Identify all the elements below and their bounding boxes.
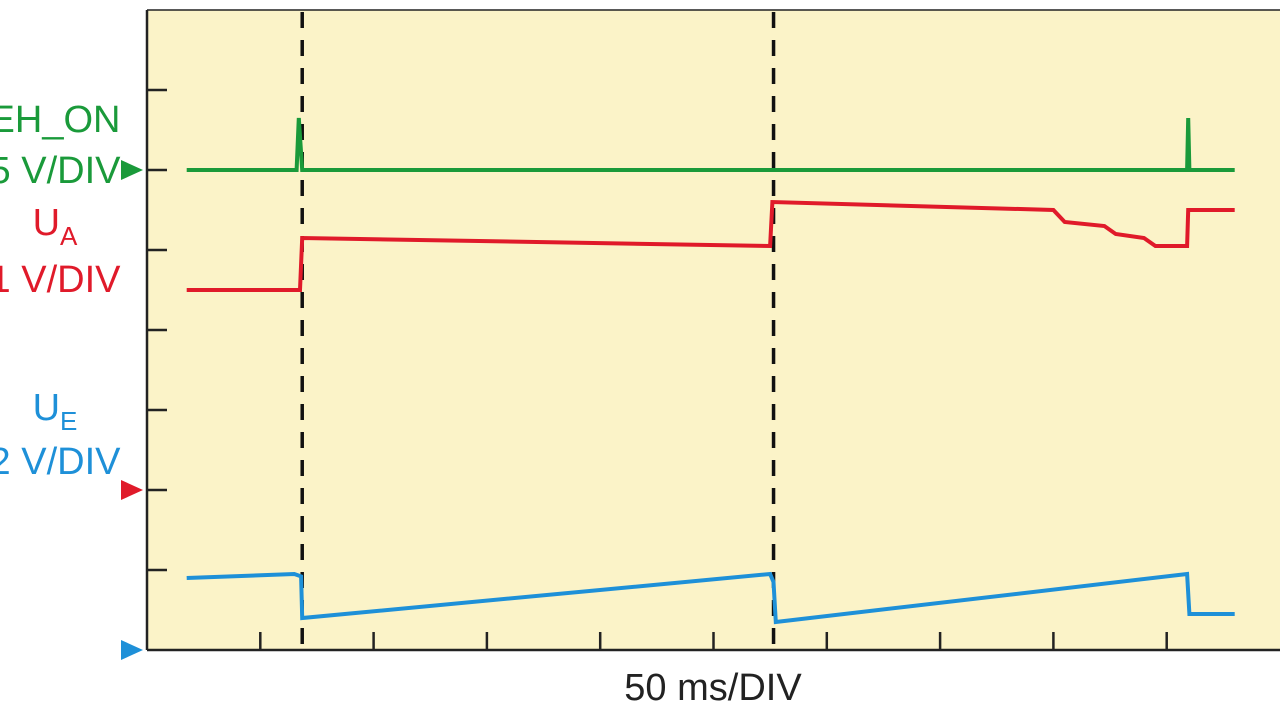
ue-label: UE [33,387,78,436]
y-axis-ticks [147,88,167,572]
x-axis-label: 50 ms/DIV [624,667,802,709]
ue-label-main: U [33,387,60,429]
ue-trace [186,571,1235,625]
ground-markers [121,160,143,660]
plot-background [147,10,1280,650]
ua-trace [186,199,1235,292]
ua-label-sub: A [60,221,78,251]
ua-scale: 1 V/DIV [0,259,121,301]
x-axis-ticks [259,632,1168,650]
ua-ground-marker [121,480,143,500]
eh-on-scale: 5 V/DIV [0,150,121,192]
event-markers [300,12,776,650]
eh_on-trace [186,117,1235,172]
plot-area [121,9,1280,660]
channel-labels: EH_ON 5 V/DIV UA 1 V/DIV UE 2 V/DIV [0,99,121,483]
ua-label: UA [33,202,78,251]
ue-label-sub: E [60,406,77,436]
traces [186,117,1235,625]
ue-scale: 2 V/DIV [0,441,121,483]
ua-label-main: U [33,202,60,244]
ue-ground-marker [121,640,143,660]
eh-on-label: EH_ON [0,99,120,141]
eh_on-ground-marker [121,160,143,180]
